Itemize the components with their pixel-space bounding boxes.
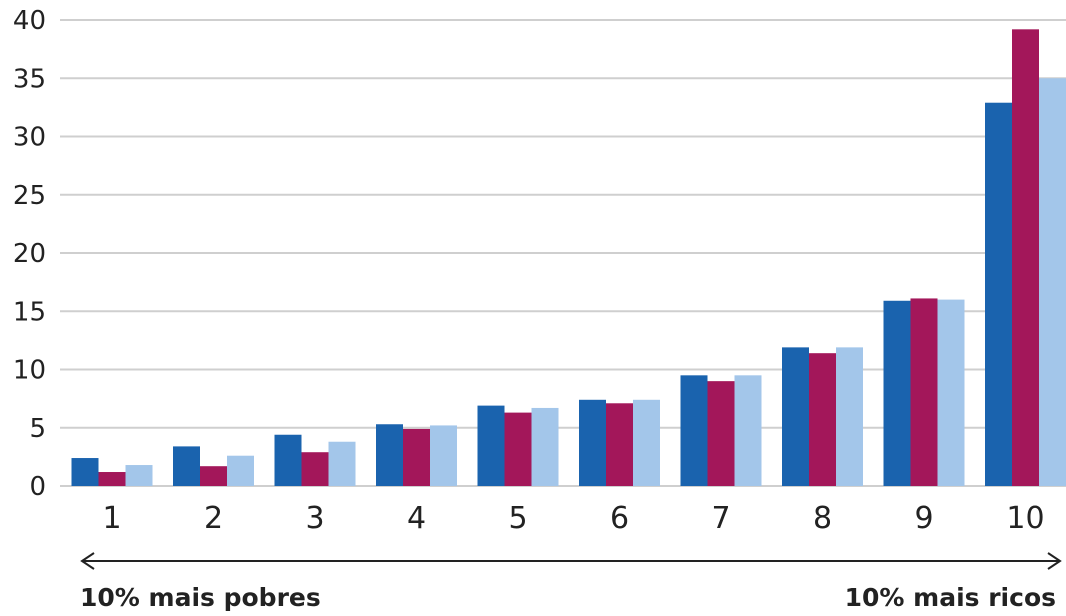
bar xyxy=(1012,29,1039,486)
bar xyxy=(98,472,126,486)
y-tick-label: 25 xyxy=(13,181,46,211)
bar xyxy=(836,347,863,486)
x-tick-label: 9 xyxy=(914,501,933,536)
x-tick-label: 1 xyxy=(102,501,121,536)
y-tick-label: 0 xyxy=(29,472,46,502)
richest-label: 10% mais ricos xyxy=(844,583,1056,612)
x-axis-ticks: 1 2 3 4 5 6 7 8 9 10 xyxy=(102,501,1044,536)
bar xyxy=(680,375,708,486)
poorest-label: 10% mais pobres xyxy=(80,583,321,612)
y-tick-label: 20 xyxy=(13,239,46,269)
bar xyxy=(707,381,735,486)
bar xyxy=(403,428,430,486)
bar xyxy=(809,353,836,486)
bar xyxy=(633,399,660,486)
bar xyxy=(125,465,153,486)
y-tick-label: 15 xyxy=(13,297,46,327)
bar xyxy=(71,458,99,486)
x-tick-label: 10 xyxy=(1006,501,1044,536)
bar xyxy=(328,441,356,486)
bar xyxy=(173,446,200,486)
bar xyxy=(376,424,403,486)
y-tick-label: 10 xyxy=(13,356,46,386)
bar xyxy=(1039,78,1066,486)
y-tick-label: 40 xyxy=(13,6,46,36)
bar xyxy=(301,452,329,486)
x-tick-label: 6 xyxy=(610,501,629,536)
bar xyxy=(274,434,302,486)
arrow-head-left xyxy=(80,552,95,570)
bar xyxy=(531,407,559,486)
x-tick-label: 5 xyxy=(508,501,527,536)
arrow-head-right xyxy=(1047,552,1062,570)
x-tick-label: 7 xyxy=(711,501,730,536)
bar xyxy=(504,412,532,486)
y-axis-ticks: 0 5 10 15 20 25 30 35 40 xyxy=(13,6,46,502)
bar xyxy=(782,347,809,486)
y-tick-label: 35 xyxy=(13,64,46,94)
bar xyxy=(200,466,227,486)
bar xyxy=(227,455,254,486)
y-tick-label: 5 xyxy=(29,414,46,444)
bar xyxy=(883,300,911,486)
bars xyxy=(71,29,1066,486)
bar xyxy=(985,102,1012,486)
x-tick-label: 4 xyxy=(407,501,426,536)
x-tick-label: 3 xyxy=(305,501,324,536)
bar xyxy=(579,399,606,486)
bar xyxy=(430,425,457,486)
x-tick-label: 2 xyxy=(204,501,223,536)
y-tick-label: 30 xyxy=(13,123,46,153)
range-arrow xyxy=(80,552,1062,570)
bar xyxy=(734,375,762,486)
bar xyxy=(606,403,633,486)
x-tick-label: 8 xyxy=(813,501,832,536)
bar xyxy=(937,299,965,486)
bar xyxy=(910,298,938,486)
bar xyxy=(477,405,505,486)
